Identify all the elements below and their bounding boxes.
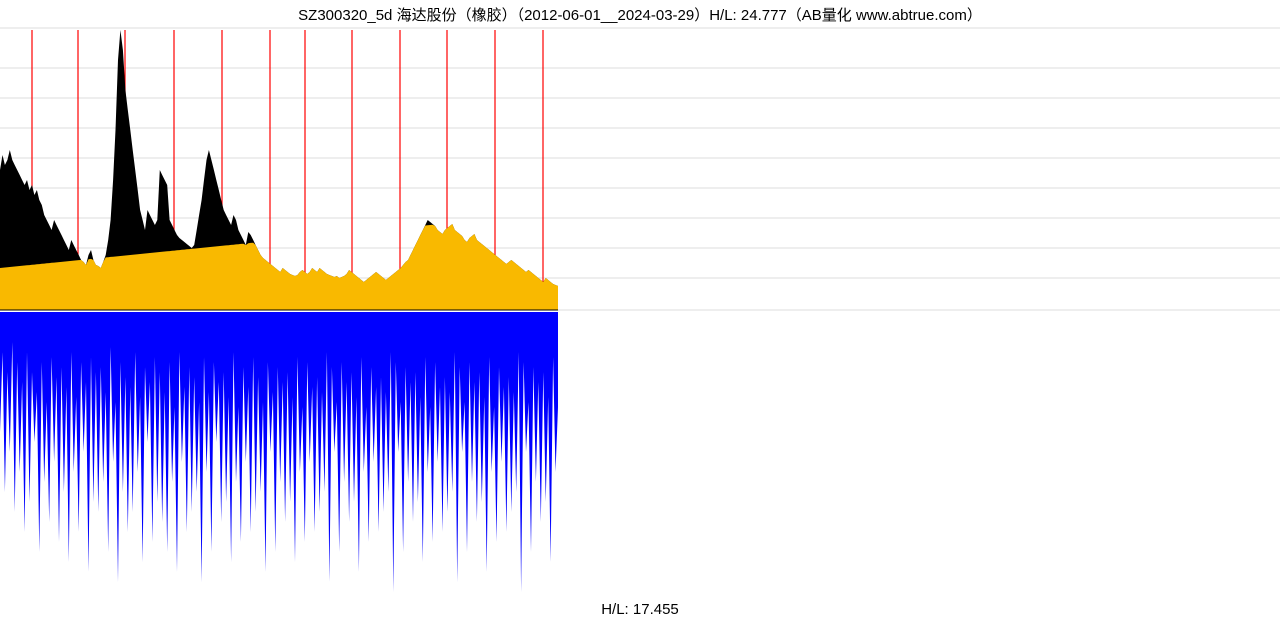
stock-chart: SZ300320_5d 海达股份（橡胶）（2012-06-01__2024-03… (0, 0, 1280, 620)
chart-title: SZ300320_5d 海达股份（橡胶）（2012-06-01__2024-03… (0, 4, 1280, 25)
chart-svg (0, 0, 1280, 620)
chart-bottom-label: H/L: 17.455 (0, 601, 1280, 618)
